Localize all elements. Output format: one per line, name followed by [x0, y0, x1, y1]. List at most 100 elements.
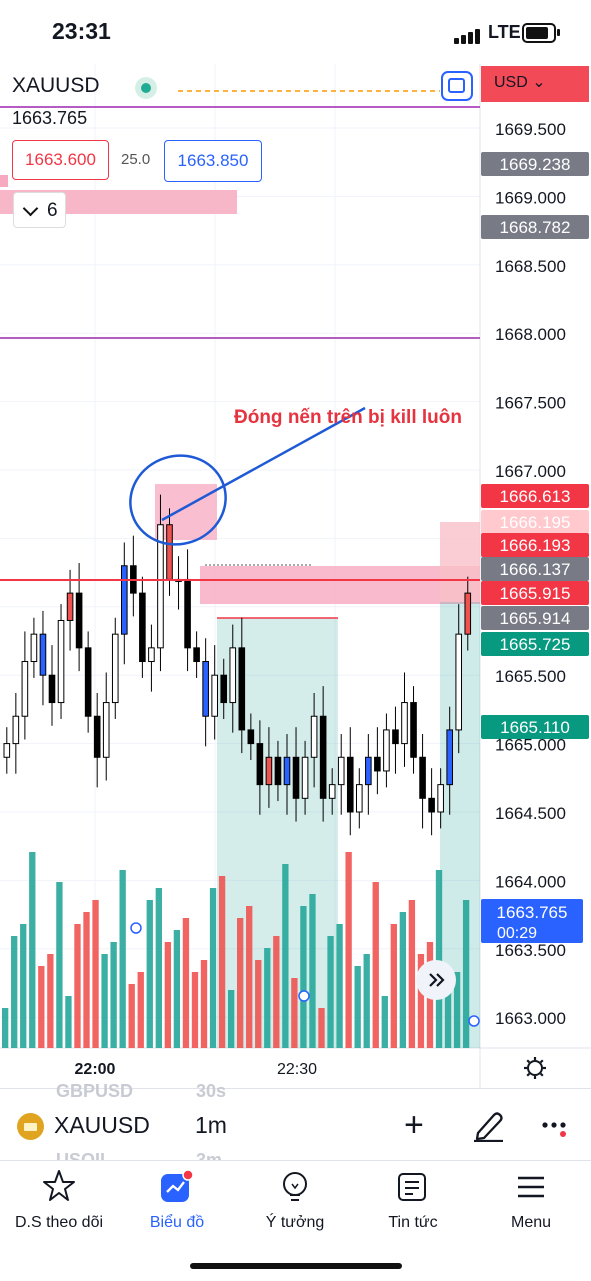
tab-ideas[interactable]: Ý tưởng: [236, 1168, 354, 1232]
volume-bar: [146, 900, 153, 1048]
tab-watchlist[interactable]: D.S theo dõi: [0, 1168, 118, 1232]
candle-body: [356, 784, 363, 813]
volume-bar: [444, 984, 452, 1048]
volume-bar: [390, 924, 397, 1048]
currency-select[interactable]: USD ⌄: [494, 72, 546, 92]
price-badge: [481, 715, 589, 739]
y-tick-label: 1663.000: [495, 1009, 566, 1028]
candle-body: [39, 633, 47, 676]
chevron-down-icon: [22, 200, 39, 217]
price-badge-label: 1666.195: [500, 513, 571, 532]
candle-body: [292, 756, 300, 799]
more-icon[interactable]: [541, 1116, 571, 1140]
price-badge: [481, 533, 589, 557]
gear-tooth: [526, 1059, 531, 1064]
candle-body: [247, 729, 255, 745]
sell-button[interactable]: 1663.600: [12, 140, 109, 180]
volume-bar: [20, 924, 27, 1048]
status-bar: 23:31 LTE: [0, 0, 591, 64]
gear-ring: [527, 1060, 543, 1076]
chart-annotation-text: Đóng nến trên bị kill luôn: [234, 407, 462, 428]
volume-bar: [237, 918, 244, 1048]
event-marker: [468, 1015, 480, 1027]
volume-bar: [182, 918, 190, 1048]
tab-chart[interactable]: Biểu đồ: [118, 1168, 236, 1232]
candle-body: [193, 647, 200, 663]
tab-label: Ý tưởng: [265, 1214, 325, 1231]
volume-bar: [164, 942, 172, 1048]
pen-icon[interactable]: [470, 1106, 506, 1142]
price-badge-label: 1669.238: [500, 155, 571, 174]
candle-body: [310, 715, 318, 758]
newspaper-icon: [398, 1173, 426, 1201]
y-tick-label: 1668.500: [495, 257, 566, 276]
candle-body: [57, 619, 65, 704]
y-tick-label: 1667.000: [495, 462, 566, 481]
sell-price: 1663.600: [25, 150, 96, 169]
candle-body: [346, 756, 354, 813]
star-icon: [43, 1170, 75, 1201]
chart-symbol-label[interactable]: XAUUSD: [12, 74, 100, 97]
volume-bar: [56, 882, 63, 1048]
volume-bar: [65, 996, 72, 1048]
volume-bar: [273, 936, 280, 1048]
candle-body: [157, 524, 164, 649]
candle-body: [166, 524, 173, 580]
candle-body: [410, 702, 417, 758]
layout-icon[interactable]: [441, 71, 473, 101]
buy-button[interactable]: 1663.850: [164, 140, 262, 182]
y-tick-label: 1668.000: [495, 325, 566, 344]
battery-icon: [522, 23, 560, 43]
supply-zone: [155, 484, 217, 540]
scroll-to-realtime-button[interactable]: [416, 960, 456, 1000]
lightbulb-icon: [283, 1172, 307, 1201]
gear-icon[interactable]: [524, 1057, 546, 1079]
volume-bar: [119, 870, 126, 1048]
annotation-arrow: [161, 406, 366, 522]
spread-value: 25.0: [121, 151, 151, 168]
double-chevron-right-icon: [429, 973, 445, 987]
candle-body: [337, 756, 345, 786]
price-badge-label: 1668.782: [500, 218, 571, 237]
symbol-selector[interactable]: XAUUSD: [54, 1112, 150, 1138]
volume-bar: [462, 900, 470, 1048]
volume-bar: [137, 972, 144, 1048]
plus-icon[interactable]: +: [404, 1106, 424, 1144]
candle-body: [365, 756, 372, 786]
sell-zone: [440, 522, 480, 602]
gear-tooth: [539, 1059, 544, 1064]
volume-bar: [300, 906, 307, 1048]
candle-body: [229, 647, 237, 704]
tab-label: Tin tức: [388, 1214, 438, 1231]
candle-body: [75, 592, 83, 649]
positions-toggle-button[interactable]: 6: [13, 192, 66, 228]
event-marker: [298, 990, 310, 1002]
price-badge-label: 1665.110: [500, 718, 570, 737]
tab-news[interactable]: Tin tức: [354, 1168, 472, 1232]
volume-bar: [246, 906, 253, 1048]
tab-menu[interactable]: Menu: [472, 1168, 590, 1232]
ghost-interval: 30s: [196, 1081, 227, 1101]
volume-bar: [128, 984, 135, 1048]
candle-body: [419, 756, 426, 799]
volume-bar: [47, 954, 54, 1048]
volume-bar: [155, 888, 162, 1048]
chart-canvas[interactable]: 1669.500 1669.000 1668.500 1668.000 1667.500…: [0, 64, 591, 1088]
price-chart[interactable]: 1669.500 1669.000 1668.500 1668.000 1667.500…: [0, 64, 591, 1088]
signal-icon: [454, 26, 482, 44]
chevron-down-icon: ⌄: [532, 74, 546, 91]
volume-bar: [408, 900, 416, 1048]
interval-selector[interactable]: 1m: [195, 1112, 227, 1138]
candle-body: [392, 729, 399, 745]
candle-body: [301, 756, 309, 799]
volume-bar: [399, 912, 407, 1048]
price-badge-label: 1666.137: [500, 560, 571, 579]
y-tick-label: 1664.000: [495, 872, 566, 891]
volume-bar: [309, 894, 316, 1048]
candle-body: [319, 715, 327, 799]
current-price-badge: [481, 899, 583, 943]
candle-body: [283, 756, 291, 786]
symbol-bar: [0, 1088, 591, 1161]
price-badge-label: 1665.915: [500, 584, 571, 603]
candle-body: [220, 674, 228, 704]
